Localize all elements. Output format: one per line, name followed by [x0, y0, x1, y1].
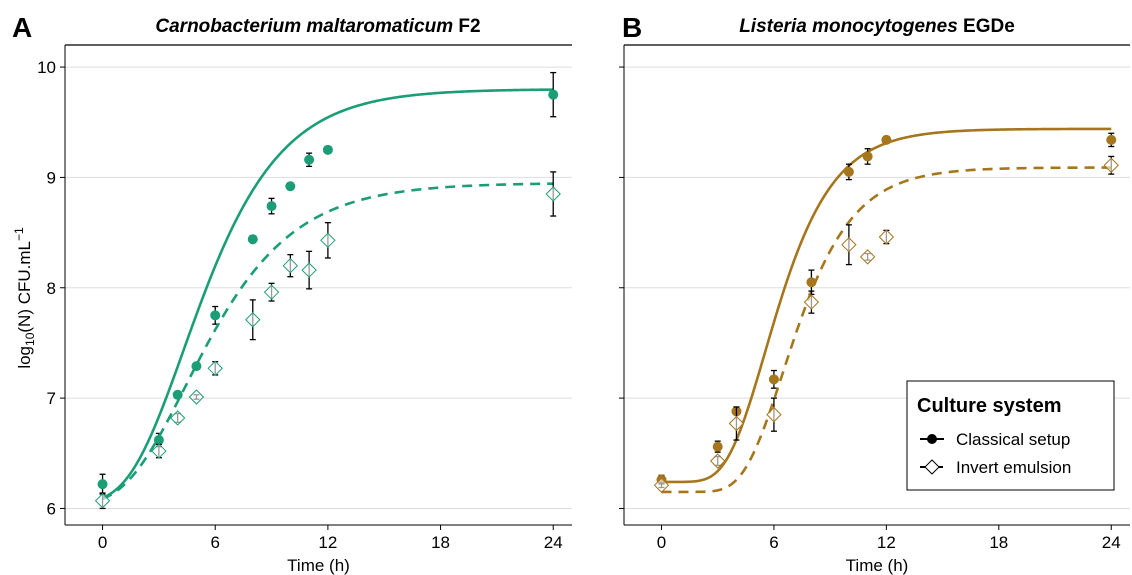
- data-point-classical: [304, 154, 315, 165]
- x-axis-label: Time (h): [287, 556, 350, 575]
- y-axis-label: log10(N) CFU.mL−1: [12, 227, 37, 369]
- panel-a-carnobacterium: A Carnobacterium maltaromaticum F2 6 7 8 9 10 0…: [12, 12, 572, 575]
- legend-title: Culture system: [917, 395, 1062, 417]
- legend-item-classical: Classical setup: [956, 430, 1070, 449]
- panel-letter-b: B: [622, 12, 642, 43]
- panel-title-species: Listeria monocytogenes: [739, 16, 958, 37]
- data-point-classical: [712, 441, 723, 452]
- data-point-emulsion: [263, 284, 280, 300]
- data-point-emulsion: [859, 249, 876, 265]
- data-point-classical: [172, 389, 183, 400]
- data-point-classical: [210, 310, 221, 321]
- data-point-emulsion: [766, 406, 782, 423]
- panel-title-strain: EGDe: [958, 16, 1015, 37]
- x-axis-label: Time (h): [846, 556, 909, 575]
- data-point-emulsion: [169, 410, 186, 426]
- data-point-classical: [322, 144, 333, 155]
- data-point-emulsion: [207, 360, 223, 377]
- x-tick-label-24: 24: [1102, 533, 1121, 552]
- x-tick-label-12: 12: [318, 533, 337, 552]
- data-point-emulsion: [245, 312, 261, 328]
- panel-title-strain: F2: [453, 16, 480, 37]
- fit-curve-emulsion: [661, 166, 1112, 494]
- legend-box: [906, 380, 1115, 491]
- x-tick-label-6: 6: [210, 533, 219, 552]
- data-point-classical: [1106, 134, 1117, 145]
- y-tick-label-8: 8: [47, 279, 56, 298]
- data-point-classical: [862, 151, 873, 162]
- data-point-emulsion: [803, 294, 820, 310]
- y-axis-label-unit: (N) CFU.mL: [15, 241, 34, 333]
- x-tick-label-6: 6: [769, 533, 778, 552]
- legend-item-emulsion: Invert emulsion: [956, 458, 1071, 477]
- data-point-emulsion: [653, 477, 670, 493]
- y-axis-label-superscript: −1: [12, 227, 26, 241]
- x-tick-label-0: 0: [657, 533, 666, 552]
- x-tick-label-12: 12: [877, 533, 896, 552]
- data-point-classical: [285, 181, 296, 192]
- data-point-emulsion: [1103, 157, 1119, 173]
- fit-curve-classical: [102, 88, 554, 500]
- data-point-emulsion: [188, 389, 205, 405]
- x-tick-label-0: 0: [98, 533, 107, 552]
- y-tick-label-6: 6: [47, 499, 56, 518]
- x-tick-label-24: 24: [544, 533, 563, 552]
- data-point-classical: [806, 277, 817, 288]
- data-point-emulsion: [709, 453, 726, 469]
- x-tick-label-18: 18: [431, 533, 450, 552]
- panel-title: Carnobacterium maltaromaticum F2: [155, 16, 480, 37]
- y-axis-label-subscript: 10: [23, 332, 37, 346]
- x-tick-label-18: 18: [989, 533, 1008, 552]
- data-point-classical: [843, 166, 854, 177]
- y-tick-label-10: 10: [37, 58, 56, 77]
- data-point-emulsion: [545, 186, 561, 202]
- fit-curve-emulsion: [102, 182, 554, 501]
- data-point-emulsion: [728, 415, 745, 432]
- y-tick-label-7: 7: [47, 389, 56, 408]
- data-point-classical: [548, 89, 559, 100]
- data-point-emulsion: [94, 493, 111, 509]
- data-point-emulsion: [151, 443, 167, 459]
- data-point-classical: [768, 374, 779, 385]
- legend-circle-marker: [927, 434, 937, 444]
- legend-diamond-marker: [924, 459, 940, 475]
- panel-letter-a: A: [12, 12, 32, 43]
- y-tick-label-9: 9: [47, 168, 56, 187]
- panel-title-species: Carnobacterium maltaromaticum: [155, 16, 453, 37]
- legend: Culture system Classical setup Invert em…: [906, 380, 1115, 491]
- data-point-emulsion: [320, 232, 336, 249]
- data-point-classical: [153, 435, 164, 446]
- data-point-classical: [881, 134, 892, 145]
- data-point-emulsion: [841, 237, 857, 253]
- data-point-emulsion: [282, 257, 299, 274]
- data-point-emulsion: [878, 229, 895, 245]
- panel-title: Listeria monocytogenes EGDe: [739, 16, 1015, 37]
- data-point-classical: [247, 234, 258, 245]
- data-point-classical: [97, 479, 108, 490]
- panel-b-listeria: B Listeria monocytogenes EGDe 0 6 12 18 24 Time…: [619, 12, 1130, 575]
- data-point-classical: [266, 201, 277, 212]
- data-point-emulsion: [301, 262, 317, 278]
- y-axis-label-log: log: [15, 346, 34, 369]
